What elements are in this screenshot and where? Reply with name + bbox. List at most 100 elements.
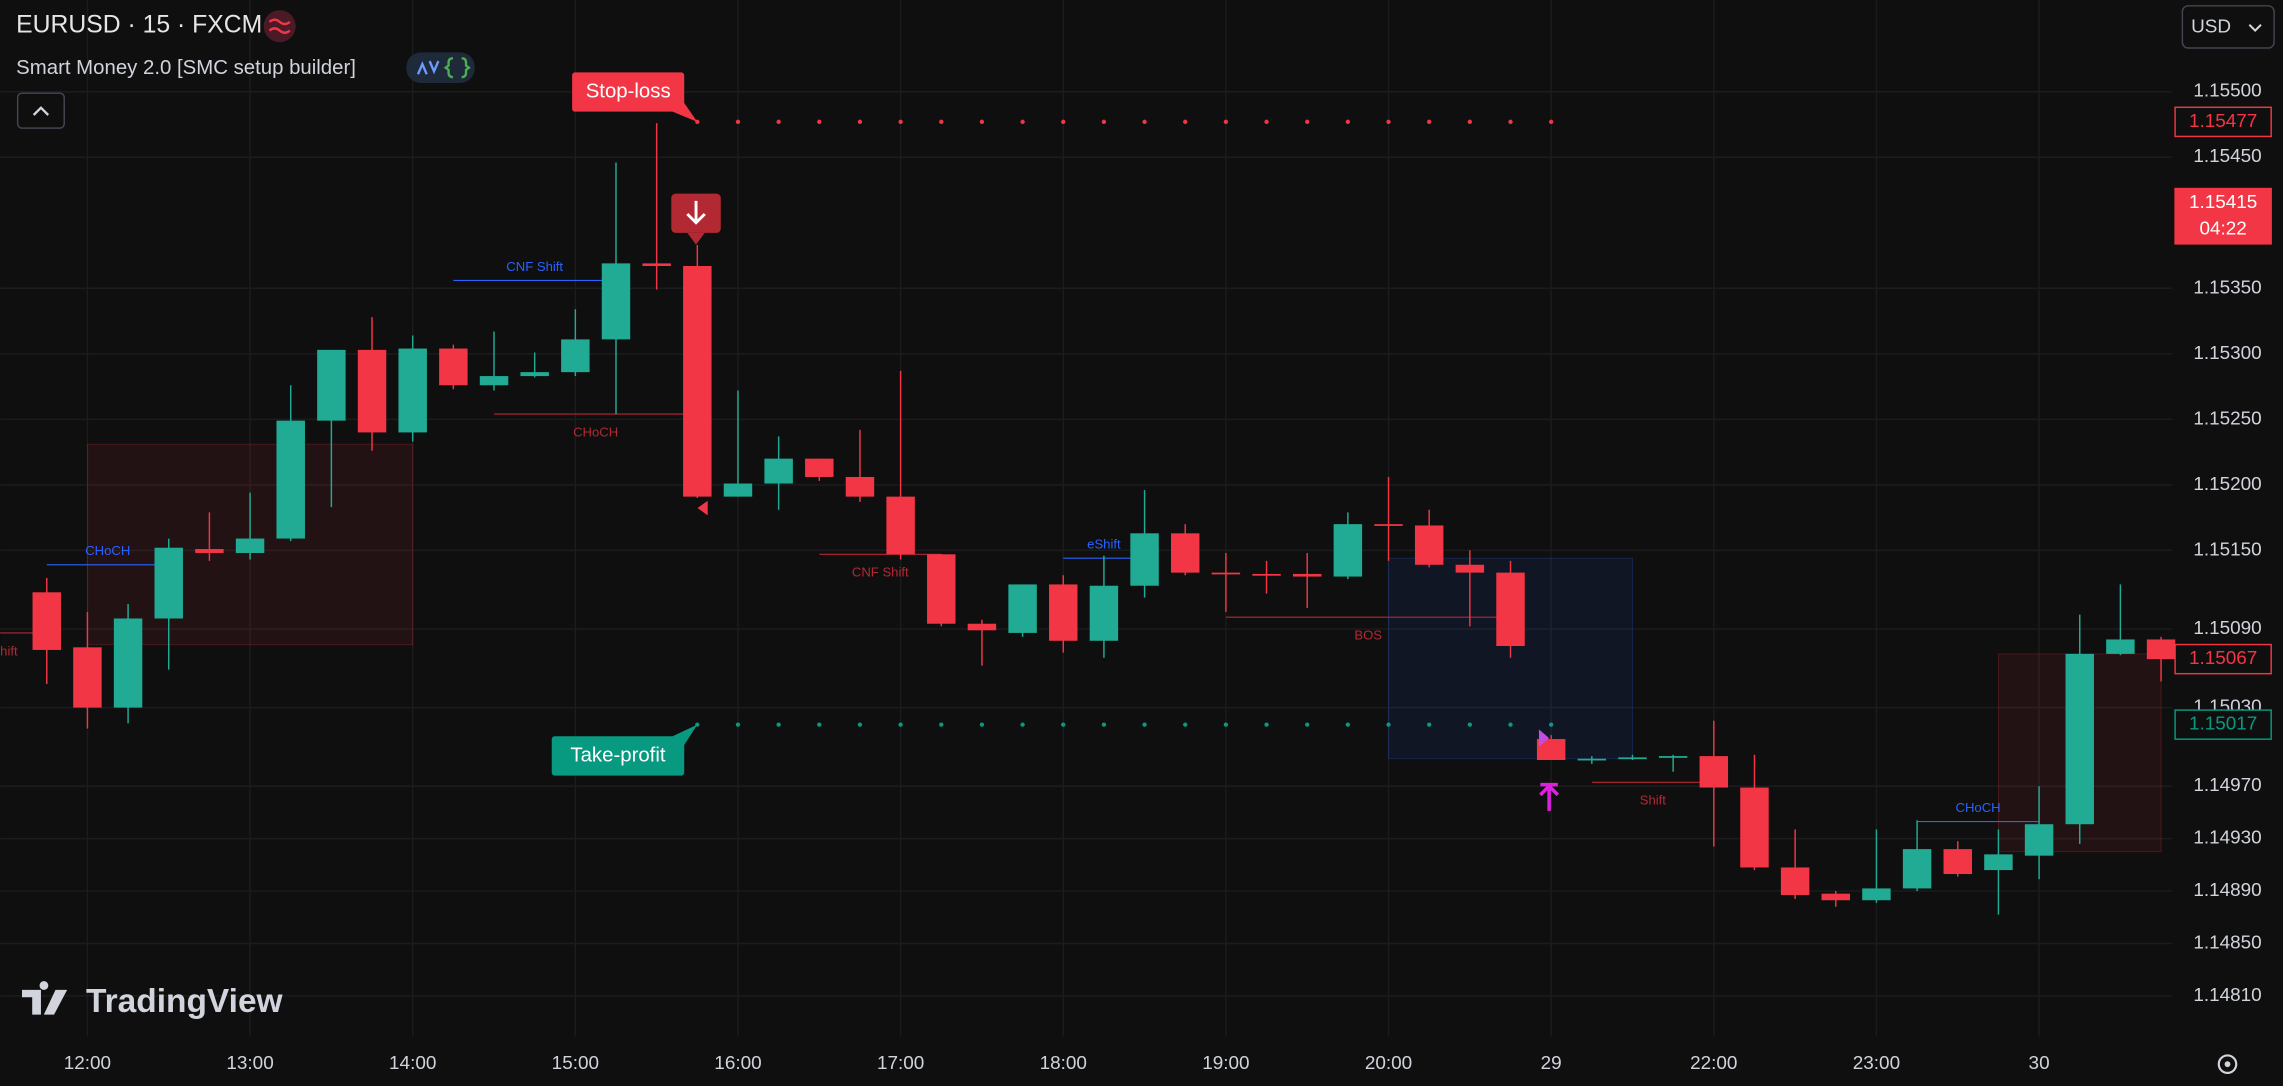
x-tick-label: 29	[1541, 1053, 1562, 1074]
take-profit-label: Take-profit	[570, 744, 665, 766]
collapse-button[interactable]	[16, 92, 65, 129]
structure-label: BOS	[1354, 628, 1382, 643]
candle-body	[764, 458, 793, 484]
plot: CHoCH hift CNF Shift CHoCH CNF Shift eShift BO…	[0, 0, 2176, 1037]
currency-select[interactable]	[2181, 5, 2275, 49]
candle-body	[1455, 564, 1485, 573]
candle-body	[1984, 854, 2013, 871]
x-tick-label: 12:00	[64, 1053, 111, 1074]
candle-body	[1536, 739, 1566, 761]
sell-pointer	[687, 232, 705, 245]
y-tick-label: 1.15200	[2193, 474, 2261, 495]
indicator-pill[interactable]	[406, 52, 475, 83]
candle-body	[73, 647, 102, 708]
collapse-chevron	[32, 106, 50, 116]
candle-body	[1211, 572, 1241, 575]
brand-logo	[22, 981, 68, 1015]
signal-markers	[671, 193, 1560, 811]
candle-body	[642, 263, 671, 267]
candle-body	[1049, 584, 1078, 641]
x-tick-label: 14:00	[389, 1053, 436, 1074]
candle-body	[357, 349, 387, 433]
candle-body	[1699, 756, 1729, 788]
take-profit-pointer	[672, 724, 698, 746]
header: EURUSD · 15 · FXCM Smart Money 2.0 [SMC …	[16, 5, 2275, 1074]
indicator-icon	[416, 60, 440, 75]
structure-label: hift	[0, 643, 18, 658]
price-label: 1.15415	[2189, 192, 2257, 213]
price-label-box	[2174, 643, 2272, 675]
candle-body	[845, 476, 875, 497]
structure-label: Shift	[1640, 793, 1667, 808]
y-tick-label: 1.14850	[2193, 932, 2261, 953]
currency-chevron	[2248, 24, 2262, 33]
structure-label: eShift	[1087, 537, 1121, 552]
x-tick-label: 18:00	[1040, 1053, 1087, 1074]
candle-body	[113, 618, 143, 708]
x-tick-label: 20:00	[1365, 1053, 1412, 1074]
y-tick-label: 1.14890	[2193, 880, 2261, 901]
price-label: 1.15477	[2189, 111, 2257, 132]
candle-body	[398, 348, 427, 433]
candle-body	[1171, 533, 1200, 573]
candle-body	[2146, 639, 2176, 660]
buy-marker	[1538, 729, 1550, 747]
y-tick-label: 1.14930	[2193, 828, 2261, 849]
candle-body	[1577, 758, 1607, 761]
candle-body	[1089, 585, 1119, 641]
x-tick-label: 23:00	[1853, 1053, 1900, 1074]
x-tick-label: 22:00	[1690, 1053, 1737, 1074]
structure-label: CHoCH	[573, 424, 618, 439]
candle-body	[235, 538, 265, 553]
y-tick-label: 1.14810	[2193, 985, 2261, 1006]
structure-label: CHoCH	[85, 543, 130, 558]
currency[interactable]: USD	[2191, 17, 2231, 38]
y-tick-label: 1.15500	[2193, 81, 2261, 102]
structure-label: CHoCH	[1956, 800, 2001, 815]
candle-body	[723, 483, 753, 497]
countdown: 04:22	[2199, 218, 2246, 239]
candle-body	[1618, 757, 1647, 760]
y-tick-label: 1.14970	[2193, 775, 2261, 796]
candle-body	[1374, 524, 1403, 526]
candle-body	[683, 266, 712, 497]
symbol: EURUSD · 15 · FXCM	[16, 12, 262, 39]
buy-arrow	[1539, 782, 1560, 811]
brand[interactable]: TradingView	[86, 983, 283, 1020]
candle-body	[479, 376, 509, 386]
candle-body	[1496, 572, 1525, 647]
y-tick-label: 1.15300	[2193, 343, 2261, 364]
candle-body	[154, 547, 183, 619]
candle-body	[520, 372, 549, 377]
candle-body	[276, 420, 305, 539]
candle-body	[1902, 849, 1932, 889]
x-tick-label: 17:00	[877, 1053, 924, 1074]
candle-body	[1130, 533, 1159, 586]
indicator-name[interactable]: Smart Money 2.0 [SMC setup builder]	[16, 57, 356, 79]
candle-body	[1414, 525, 1444, 565]
x-tick-label: 16:00	[714, 1053, 761, 1074]
sell-arrow	[686, 200, 706, 225]
candle-body	[1252, 573, 1281, 576]
candle-body	[1008, 584, 1037, 633]
price-label: 1.15067	[2189, 648, 2257, 669]
price-label: 1.15017	[2189, 714, 2257, 735]
y-tick-label: 1.15250	[2193, 408, 2261, 429]
settings-icon[interactable]	[2217, 1054, 2238, 1074]
candle-body	[195, 549, 224, 553]
x-tick-label: 15:00	[552, 1053, 599, 1074]
candle-body	[439, 348, 468, 386]
symbol-icon-wave	[268, 18, 291, 34]
candle-body	[1292, 573, 1322, 577]
y-tick-label: 1.15350	[2193, 277, 2261, 298]
structure-label: CNF Shift	[852, 565, 909, 580]
candle-body	[1821, 893, 1851, 901]
symbol-icon	[263, 10, 296, 43]
candle-body	[1943, 849, 1972, 875]
settings-icon-center	[2224, 1061, 2231, 1068]
candle-body	[2024, 824, 2054, 856]
take-profit-box	[551, 736, 685, 776]
exit-marker	[697, 500, 708, 516]
candle-body	[805, 458, 834, 477]
